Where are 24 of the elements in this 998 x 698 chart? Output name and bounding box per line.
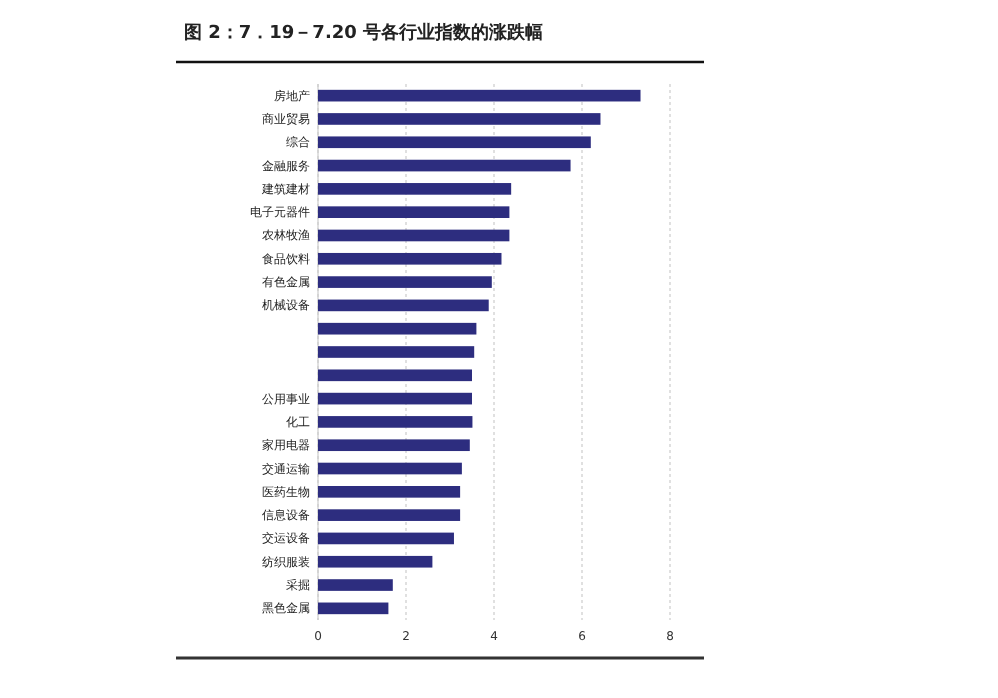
bar	[318, 346, 475, 358]
bar	[318, 416, 473, 428]
bar	[318, 555, 433, 568]
chart-title: 图 2：7．19－7.20 号各行业指数的涨跌幅	[184, 22, 544, 44]
bar	[318, 439, 470, 452]
bar	[318, 602, 389, 615]
bar	[318, 486, 461, 498]
bar	[318, 532, 454, 545]
bar	[318, 252, 502, 265]
bar	[318, 113, 601, 125]
bar	[318, 579, 393, 591]
bar	[318, 322, 477, 335]
bar	[318, 462, 462, 475]
bar	[318, 206, 510, 218]
bar	[318, 183, 512, 195]
bar	[318, 136, 591, 149]
bar	[318, 159, 571, 172]
bar	[318, 89, 641, 102]
bar	[318, 369, 472, 382]
bar	[318, 392, 472, 405]
bar	[318, 229, 510, 242]
bar	[318, 276, 492, 288]
bar	[318, 509, 461, 521]
bar	[318, 299, 489, 312]
